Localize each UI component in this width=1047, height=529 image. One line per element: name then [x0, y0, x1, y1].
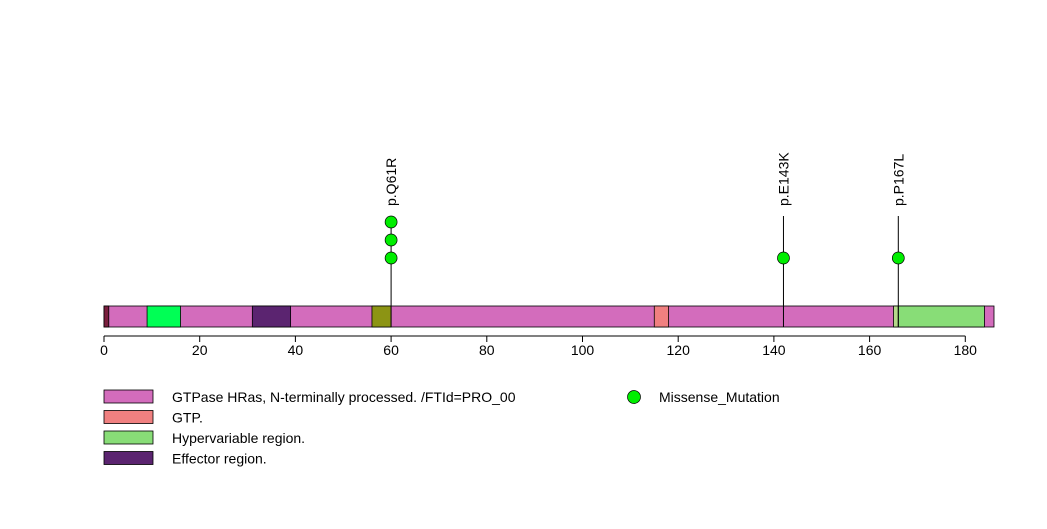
legend-label-2: Hypervariable region.	[172, 430, 305, 446]
x-tick-label-1: 20	[192, 342, 208, 358]
x-axis: 0 20 40 60 80 100 120 140 160 180	[100, 335, 978, 358]
mutation-label-1: p.E143K	[775, 152, 791, 206]
domain-block-6	[897, 305, 985, 328]
x-tick-label-4: 80	[479, 342, 495, 358]
legend: GTPase HRas, N-terminally processed. /FT…	[103, 389, 780, 467]
mutation-dot-2-0	[891, 251, 905, 265]
mutation-label-0: p.Q61R	[383, 158, 399, 206]
protein-backbone	[103, 305, 995, 328]
domain-block-3	[371, 305, 392, 328]
legend-swatch-3	[103, 451, 154, 465]
x-tick-label-9: 180	[954, 342, 978, 358]
x-tick-label-3: 60	[383, 342, 399, 358]
legend-dot-0	[627, 390, 641, 404]
mutation-label-2: p.P167L	[890, 154, 906, 206]
mutation-dot-0-2	[384, 215, 398, 229]
domain-block-4	[653, 305, 670, 328]
legend-label-1: GTP.	[172, 410, 203, 426]
legend-label-3: Effector region.	[172, 451, 267, 467]
legend-swatch-2	[103, 430, 154, 445]
x-tick-label-0: 0	[100, 342, 108, 358]
x-tick-label-7: 140	[762, 342, 786, 358]
legend-dot-label-0: Missense_Mutation	[659, 389, 780, 405]
mutation-dot-0-1	[384, 233, 398, 247]
domain-block-5	[893, 305, 899, 328]
legend-swatch-1	[103, 410, 154, 424]
mutation-dot-1-0	[777, 251, 790, 265]
x-tick-label-6: 120	[667, 342, 691, 358]
mutation-dot-0-0	[384, 251, 398, 265]
domain-block-0	[103, 305, 110, 328]
domain-block-1	[146, 305, 181, 328]
x-tick-label-5: 100	[571, 342, 595, 358]
mutation-labels: p.Q61R p.E143K p.P167L	[383, 152, 906, 206]
domain-block-2	[251, 305, 292, 328]
legend-label-0: GTPase HRas, N-terminally processed. /FT…	[172, 389, 516, 405]
x-tick-label-2: 40	[288, 342, 304, 358]
x-tick-label-8: 160	[858, 342, 882, 358]
protein-track	[103, 305, 995, 328]
legend-swatch-0	[103, 389, 154, 404]
mutation-dots	[384, 215, 905, 265]
